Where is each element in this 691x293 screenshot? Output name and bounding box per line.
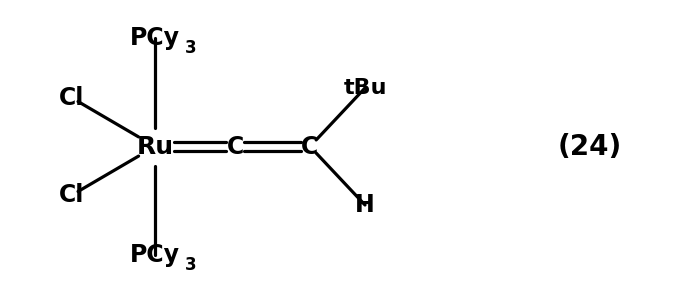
Text: 3: 3 [185,39,197,57]
Text: (24): (24) [558,132,622,161]
Text: PCy: PCy [130,243,180,267]
Text: Cl: Cl [59,86,85,110]
Text: 3: 3 [185,256,197,274]
Text: C: C [227,134,244,159]
Text: H: H [355,193,375,217]
Text: Cl: Cl [59,183,85,207]
Text: tBu: tBu [343,78,387,98]
Text: Ru: Ru [136,134,173,159]
Text: C: C [301,134,319,159]
Text: PCy: PCy [130,26,180,50]
